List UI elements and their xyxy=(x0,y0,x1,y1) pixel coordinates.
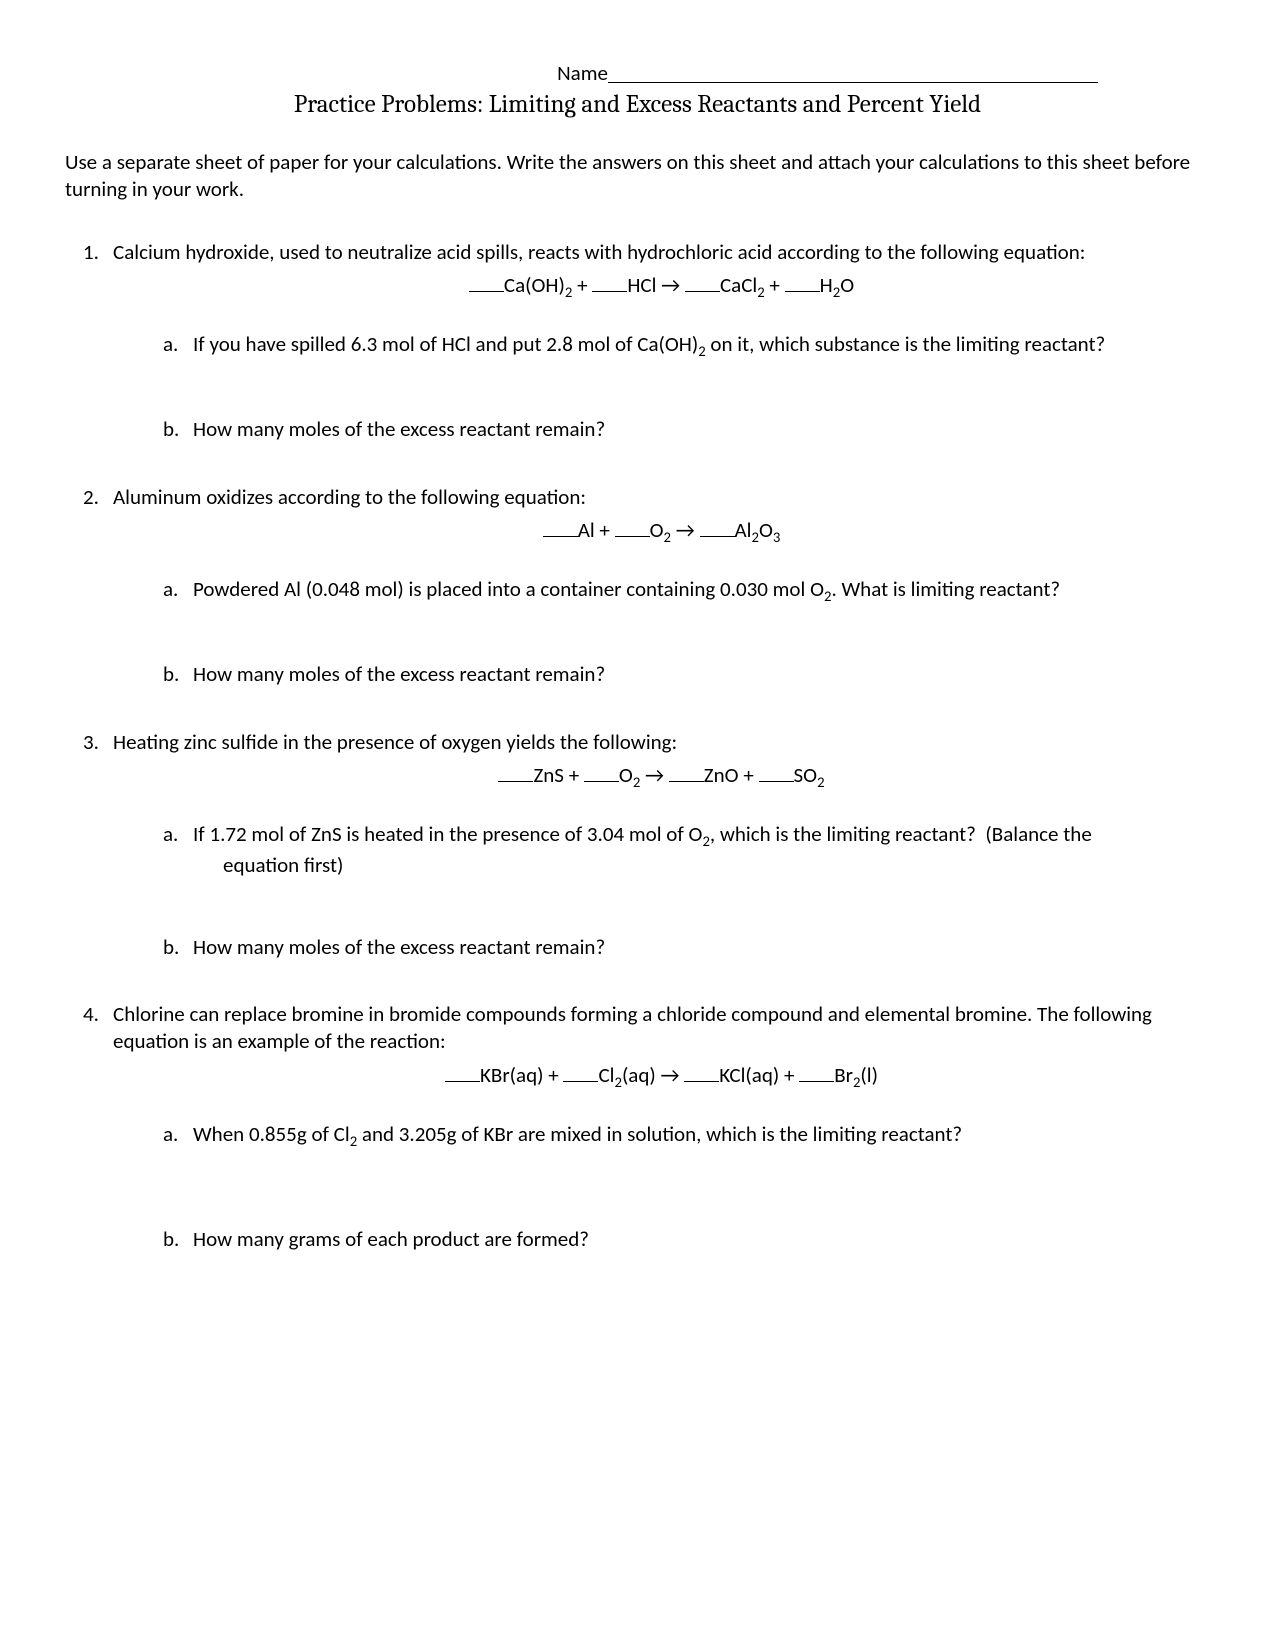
equation-2: Al + O2 → Al2O3 xyxy=(113,517,1210,546)
problem-3: 3.Heating zinc sulfide in the presence o… xyxy=(113,729,1210,961)
subpart-letter: b. xyxy=(163,1226,193,1253)
subpart-4b: b.How many grams of each product are for… xyxy=(193,1226,1210,1253)
problem-2: 2.Aluminum oxidizes according to the fol… xyxy=(113,484,1210,689)
subpart-text: Powdered Al (0.048 mol) is placed into a… xyxy=(193,576,1173,606)
subpart-4a: a.When 0.855g of Cl2 and 3.205g of KBr a… xyxy=(193,1121,1210,1151)
equation-4: KBr(aq) + Cl2(aq) → KCl(aq) + Br2(l) xyxy=(113,1062,1210,1091)
subpart-3a: a.If 1.72 mol of ZnS is heated in the pr… xyxy=(193,821,1210,879)
problem-text: Heating zinc sulfide in the presence of … xyxy=(113,729,1173,756)
subparts-2: a.Powdered Al (0.048 mol) is placed into… xyxy=(113,576,1210,689)
subparts-3: a.If 1.72 mol of ZnS is heated in the pr… xyxy=(113,821,1210,961)
subpart-letter: a. xyxy=(163,576,193,603)
subpart-letter: b. xyxy=(163,934,193,961)
name-label: Name xyxy=(557,60,608,86)
subpart-text: How many moles of the excess reactant re… xyxy=(193,661,1173,688)
subparts-4: a.When 0.855g of Cl2 and 3.205g of KBr a… xyxy=(113,1121,1210,1254)
problem-text: Aluminum oxidizes according to the follo… xyxy=(113,484,1173,511)
problem-1: 1.Calcium hydroxide, used to neutralize … xyxy=(113,239,1210,444)
subpart-letter: b. xyxy=(163,416,193,443)
subpart-letter: a. xyxy=(163,1121,193,1148)
subpart-text: If 1.72 mol of ZnS is heated in the pres… xyxy=(193,821,1143,879)
name-underline xyxy=(608,82,1098,83)
subpart-1a: a.If you have spilled 6.3 mol of HCl and… xyxy=(193,331,1210,361)
subpart-2b: b.How many moles of the excess reactant … xyxy=(193,661,1210,688)
problem-text: Chlorine can replace bromine in bromide … xyxy=(113,1001,1173,1056)
subpart-letter: a. xyxy=(163,821,193,848)
problem-number: 2. xyxy=(83,484,113,510)
subpart-3b: b.How many moles of the excess reactant … xyxy=(193,934,1210,961)
instructions-text: Use a separate sheet of paper for your c… xyxy=(65,149,1210,204)
subpart-2a: a.Powdered Al (0.048 mol) is placed into… xyxy=(193,576,1210,606)
subpart-text: How many moles of the excess reactant re… xyxy=(193,416,1173,443)
subpart-1b: b.How many moles of the excess reactant … xyxy=(193,416,1210,443)
problem-number: 1. xyxy=(83,239,113,265)
equation-3: ZnS + O2 → ZnO + SO2 xyxy=(113,762,1210,791)
subpart-letter: b. xyxy=(163,661,193,688)
problem-4: 4.Chlorine can replace bromine in bromid… xyxy=(113,1001,1210,1253)
problem-text: Calcium hydroxide, used to neutralize ac… xyxy=(113,239,1173,266)
problem-number: 3. xyxy=(83,729,113,755)
subpart-text: How many grams of each product are forme… xyxy=(193,1226,1173,1253)
problem-number: 4. xyxy=(83,1001,113,1027)
name-field-line: Name xyxy=(65,60,1210,86)
subpart-letter: a. xyxy=(163,331,193,358)
subparts-1: a.If you have spilled 6.3 mol of HCl and… xyxy=(113,331,1210,444)
worksheet-title: Practice Problems: Limiting and Excess R… xyxy=(65,90,1210,119)
subpart-text: When 0.855g of Cl2 and 3.205g of KBr are… xyxy=(193,1121,1173,1151)
subpart-text: How many moles of the excess reactant re… xyxy=(193,934,1173,961)
problems-list: 1.Calcium hydroxide, used to neutralize … xyxy=(65,239,1210,1254)
subpart-text: If you have spilled 6.3 mol of HCl and p… xyxy=(193,331,1173,361)
equation-1: Ca(OH)2 + HCl → CaCl2 + H2O xyxy=(113,272,1210,301)
